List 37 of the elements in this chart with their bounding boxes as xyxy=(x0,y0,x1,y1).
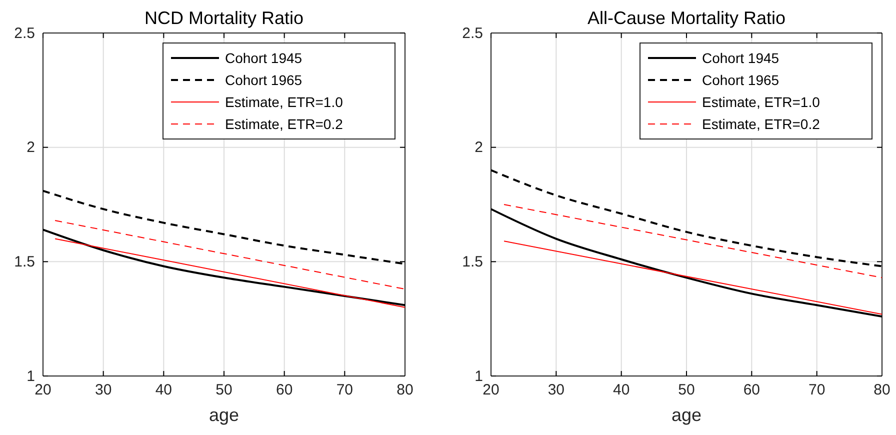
x-tick-label: 50 xyxy=(678,382,695,399)
x-tick-label: 60 xyxy=(276,382,293,399)
line-series xyxy=(491,208,882,318)
y-tick-label: 2.5 xyxy=(14,24,35,42)
legend-label: Estimate, ETR=0.2 xyxy=(702,116,820,132)
chart-title: NCD Mortality Ratio xyxy=(144,8,304,28)
x-tick-label: 30 xyxy=(94,382,112,399)
x-axis-title: age xyxy=(208,405,240,425)
y-tick-label: 2 xyxy=(26,139,35,156)
legend-label: Estimate, ETR=1.0 xyxy=(702,94,820,110)
legend-label: Estimate, ETR=1.0 xyxy=(225,94,344,110)
line-series xyxy=(491,169,882,268)
legend-label: Cohort 1965 xyxy=(225,72,302,88)
x-tick-label: 40 xyxy=(612,382,630,399)
x-tick-label: 80 xyxy=(396,382,414,399)
legend-label: Cohort 1945 xyxy=(702,50,780,66)
x-tick-label: 70 xyxy=(336,382,354,399)
y-tick-label: 2.5 xyxy=(462,24,483,42)
x-tick-label: 20 xyxy=(482,382,500,399)
legend-label: Cohort 1965 xyxy=(702,72,780,88)
y-tick-label: 1.5 xyxy=(14,253,35,270)
x-tick-label: 60 xyxy=(743,382,760,399)
x-tick-label: 80 xyxy=(874,382,890,399)
y-tick-label: 2 xyxy=(474,139,483,156)
x-tick-label: 40 xyxy=(155,382,172,399)
x-tick-label: 20 xyxy=(34,382,52,399)
legend-label: Cohort 1945 xyxy=(225,50,302,66)
chart-title: All-Cause Mortality Ratio xyxy=(587,8,786,28)
x-tick-label: 70 xyxy=(808,382,826,399)
y-tick-label: 1.5 xyxy=(462,253,483,270)
x-axis-title: age xyxy=(671,405,702,425)
x-tick-label: 30 xyxy=(548,382,565,399)
legend-label: Estimate, ETR=0.2 xyxy=(225,116,344,132)
y-tick-label: 1 xyxy=(474,368,483,385)
line-series xyxy=(43,228,405,306)
y-tick-label: 1 xyxy=(26,368,35,385)
x-tick-label: 50 xyxy=(216,382,232,399)
